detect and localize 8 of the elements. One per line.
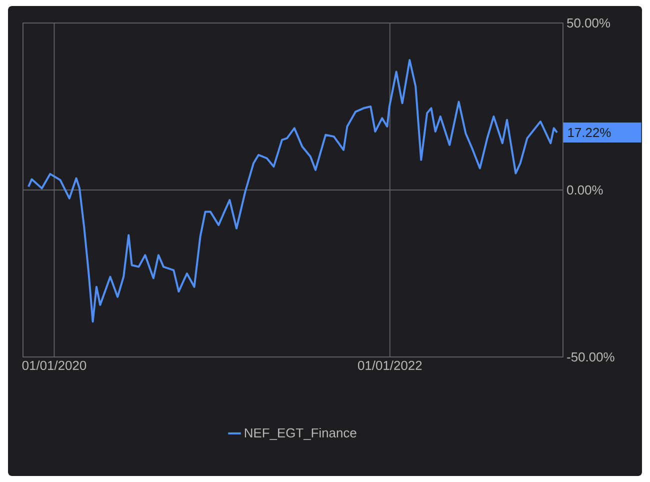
y-tick-label: -50.00% [567,352,614,362]
line-series [28,59,558,323]
y-tick-label: 50.00% [567,18,610,28]
x-tick-label: 01/01/2020 [22,360,86,370]
legend-label: NEF_EGT_Finance [244,428,356,440]
x-tick-label: 01/01/2022 [358,360,422,370]
y-tick-label: 0.00% [567,185,603,195]
annotation: 17.22% [568,128,611,138]
